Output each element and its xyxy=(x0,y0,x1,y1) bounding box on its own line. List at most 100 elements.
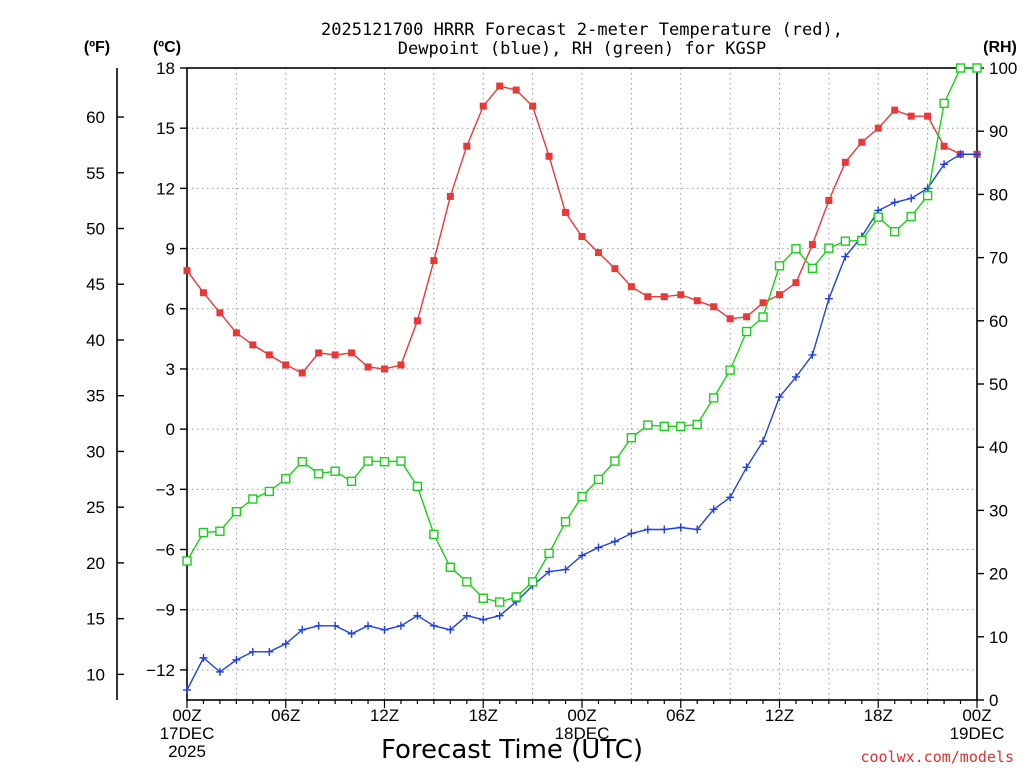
fahrenheit-tick-label: 35 xyxy=(86,387,105,406)
temperature-point xyxy=(776,291,783,299)
dewpoint-point xyxy=(215,667,224,676)
x-tick-label: 06Z xyxy=(271,706,300,725)
dewpoint-point xyxy=(298,625,307,634)
chart-title-line-2: Dewpoint (blue), RH (green) for KGSP xyxy=(398,39,766,59)
temperature-point xyxy=(348,349,356,357)
temperature-point xyxy=(808,241,816,249)
temperature-point xyxy=(413,317,421,325)
temperature-point xyxy=(446,192,454,200)
temperature-point xyxy=(199,289,207,297)
dewpoint-point xyxy=(808,350,817,359)
celsius-tick-label: 12 xyxy=(156,179,175,198)
rh-tick-label: 10 xyxy=(989,628,1008,647)
temperature-point xyxy=(578,233,586,241)
temperature-point xyxy=(265,351,273,359)
x-axis-title: Forecast Time (UTC) xyxy=(381,735,643,765)
rh-point xyxy=(610,456,620,466)
dewpoint-point xyxy=(331,621,340,630)
celsius-tick-label: −12 xyxy=(146,661,175,680)
temperature-point xyxy=(463,142,471,150)
fahrenheit-tick-label: 45 xyxy=(86,275,105,294)
rh-point xyxy=(955,63,966,73)
rh-point xyxy=(198,527,209,538)
rh-point xyxy=(281,474,291,484)
data-series xyxy=(182,63,982,694)
rh-point xyxy=(248,494,258,504)
dewpoint-point xyxy=(890,198,899,207)
x-tick-label: 17DEC xyxy=(160,724,215,743)
dewpoint-point xyxy=(545,567,554,576)
rh-point xyxy=(840,236,851,246)
dewpoint-point xyxy=(429,621,438,630)
x-tick-label: 00Z xyxy=(962,706,991,725)
celsius-tick-label: 0 xyxy=(166,420,175,439)
temperature-point xyxy=(611,265,619,273)
temperature-point xyxy=(232,329,240,337)
dewpoint-point xyxy=(676,523,685,532)
dewpoint-point xyxy=(347,629,356,638)
dewpoint-point xyxy=(791,372,800,381)
dewpoint-point xyxy=(594,543,603,552)
temperature-point xyxy=(331,351,339,359)
x-tick-label: 12Z xyxy=(370,706,399,725)
dewpoint-point xyxy=(578,551,586,560)
rh-tick-label: 30 xyxy=(989,501,1008,520)
rh-point xyxy=(297,457,307,467)
temperature-point xyxy=(907,112,915,120)
temperature-point xyxy=(825,196,833,204)
rh-tick-label: 90 xyxy=(989,122,1008,141)
x-tick-label: 2025 xyxy=(168,742,206,761)
temperature-point xyxy=(677,291,685,299)
rh-point xyxy=(972,63,982,73)
fahrenheit-tick-label: 55 xyxy=(86,164,105,183)
rh-point xyxy=(857,235,867,246)
temperature-point xyxy=(545,152,553,160)
rh-point xyxy=(873,212,883,222)
temperature-point xyxy=(512,86,520,94)
rh-point xyxy=(725,365,735,375)
dewpoint-point xyxy=(824,294,833,303)
temperature-point xyxy=(660,293,668,301)
dewpoint-point xyxy=(940,160,949,169)
dewpoint-point xyxy=(248,647,257,656)
rh-point xyxy=(791,244,801,254)
temperature-point xyxy=(594,249,602,257)
temperature-point xyxy=(496,82,504,90)
temperature-point xyxy=(430,257,438,265)
fahrenheit-tick-label: 60 xyxy=(86,108,105,127)
rh-point xyxy=(758,312,768,322)
dewpoint-point xyxy=(693,525,702,534)
rh-tick-label: 60 xyxy=(989,312,1008,331)
fahrenheit-tick-label: 25 xyxy=(86,498,105,517)
rh-point xyxy=(330,466,340,476)
fahrenheit-unit-label: (ºF) xyxy=(84,39,110,56)
rh-point xyxy=(676,421,686,432)
rh-point xyxy=(264,486,274,497)
fahrenheit-tick-label: 20 xyxy=(86,554,105,573)
dewpoint-point xyxy=(479,615,488,624)
dewpoint-point xyxy=(314,621,323,630)
temperature-point xyxy=(479,102,487,110)
rh-point xyxy=(577,491,587,502)
temperature-point xyxy=(562,208,570,216)
rh-point xyxy=(429,529,439,540)
celsius-tick-label: 9 xyxy=(166,240,175,259)
temperature-point xyxy=(282,361,290,369)
temperature-point xyxy=(710,303,718,311)
rh-tick-label: 0 xyxy=(989,691,998,710)
celsius-unit-label: (ºC) xyxy=(153,39,181,56)
dewpoint-point xyxy=(183,685,191,694)
rh-tick-label: 100 xyxy=(989,59,1017,78)
temperature-point xyxy=(644,293,652,301)
dewpoint-point xyxy=(199,653,208,662)
dewpoint-point xyxy=(841,252,850,261)
rh-tick-label: 80 xyxy=(989,185,1008,204)
celsius-tick-label: −3 xyxy=(156,480,175,499)
rh-point xyxy=(182,556,192,566)
dewpoint-point xyxy=(396,621,405,630)
temperature-point xyxy=(858,138,866,146)
x-tick-label: 18DEC xyxy=(555,724,610,743)
rh-point xyxy=(922,190,933,201)
rh-point xyxy=(478,593,488,603)
temperature-point xyxy=(381,365,388,373)
